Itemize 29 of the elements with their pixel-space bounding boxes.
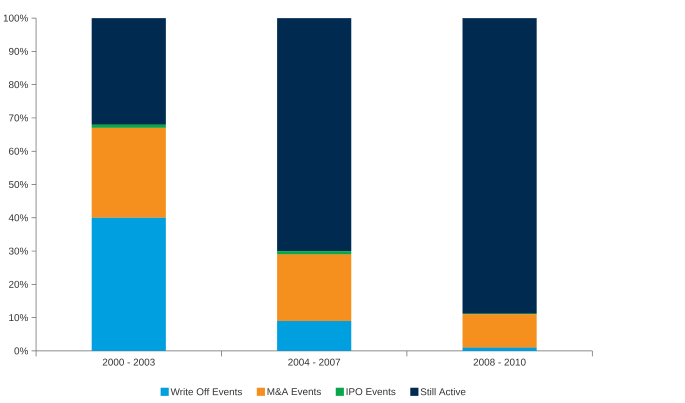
y-tick-label: 90% bbox=[8, 48, 28, 55]
bar bbox=[277, 320, 352, 351]
bar bbox=[277, 18, 352, 251]
x-tick-label: 2008 - 2010 bbox=[474, 358, 526, 366]
bar bbox=[92, 218, 166, 351]
legend-label: IPO Events bbox=[346, 388, 396, 395]
y-tick-label: 0% bbox=[14, 347, 28, 354]
bar bbox=[92, 18, 166, 124]
y-tick-label: 60% bbox=[9, 148, 28, 155]
legend-label: M&A Events bbox=[268, 388, 321, 395]
bar bbox=[462, 314, 537, 348]
y-tick-label: 40% bbox=[8, 214, 28, 222]
y-tick-label: 80% bbox=[8, 80, 28, 88]
y-tick-label: 100% bbox=[4, 14, 28, 22]
legend-label: Still Active bbox=[420, 388, 466, 396]
legend-label: Write Off Events bbox=[170, 388, 242, 396]
bar bbox=[92, 124, 166, 128]
y-tick-label: 10% bbox=[9, 314, 28, 321]
bar bbox=[462, 347, 537, 351]
bar bbox=[92, 128, 166, 218]
bar bbox=[277, 250, 352, 254]
bar bbox=[462, 18, 537, 314]
x-tick-label: 2004 - 2007 bbox=[288, 358, 340, 366]
y-tick-label: 30% bbox=[8, 247, 28, 254]
bar bbox=[277, 254, 352, 321]
y-tick-label: 20% bbox=[9, 280, 28, 288]
y-tick-label: 70% bbox=[9, 114, 28, 122]
y-tick-label: 50% bbox=[8, 180, 28, 188]
x-tick-label: 2000 - 2003 bbox=[102, 358, 155, 366]
